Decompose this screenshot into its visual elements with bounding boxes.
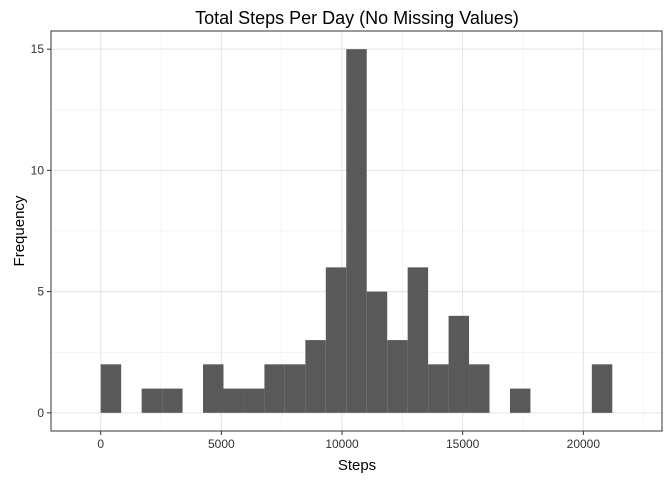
x-axis-title: Steps <box>338 457 376 474</box>
y-tick-label: 15 <box>31 42 45 56</box>
histogram-bar <box>428 364 449 413</box>
histogram-bar <box>203 364 224 413</box>
histogram-bar <box>162 388 183 413</box>
histogram-bar <box>284 364 306 413</box>
y-axis-title: Frequency <box>11 195 28 266</box>
histogram-bar <box>264 364 285 413</box>
y-tick-label: 0 <box>37 406 44 420</box>
x-tick-label: 20000 <box>567 437 601 451</box>
histogram-bar <box>141 388 163 413</box>
histogram-bar <box>243 388 265 413</box>
histogram-bar <box>509 388 531 413</box>
x-tick-label: 0 <box>97 437 104 451</box>
x-tick-label: 5000 <box>208 437 235 451</box>
histogram-bar <box>387 340 408 413</box>
y-tick-label: 5 <box>37 285 44 299</box>
histogram-bar <box>305 340 326 413</box>
histogram-bar <box>100 364 122 413</box>
plot-panel <box>50 30 663 432</box>
y-axis: 0 5 10 15 <box>31 42 51 420</box>
histogram-bar <box>407 267 429 413</box>
chart-title: Total Steps Per Day (No Missing Values) <box>195 8 519 28</box>
histogram-bar <box>448 315 470 413</box>
histogram-bar <box>325 267 347 413</box>
histogram-bar <box>346 49 367 413</box>
x-tick-label: 15000 <box>446 437 480 451</box>
x-axis: 0 5000 10000 15000 20000 <box>97 431 600 451</box>
plot-border <box>50 30 663 432</box>
histogram-bar <box>366 291 388 413</box>
histogram-bar <box>223 388 244 413</box>
histogram-bars <box>100 49 613 413</box>
y-tick-label: 10 <box>31 163 45 177</box>
histogram-bar <box>591 364 613 413</box>
histogram-bar <box>469 364 490 413</box>
x-tick-label: 10000 <box>325 437 359 451</box>
